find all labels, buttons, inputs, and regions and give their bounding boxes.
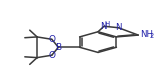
Text: B: B	[55, 43, 61, 52]
Text: 2: 2	[150, 33, 154, 39]
Text: H: H	[104, 21, 110, 27]
Text: O: O	[48, 51, 55, 60]
Text: O: O	[48, 35, 55, 44]
Text: N: N	[115, 23, 122, 32]
Text: N: N	[100, 22, 106, 31]
Text: NH: NH	[140, 30, 153, 39]
